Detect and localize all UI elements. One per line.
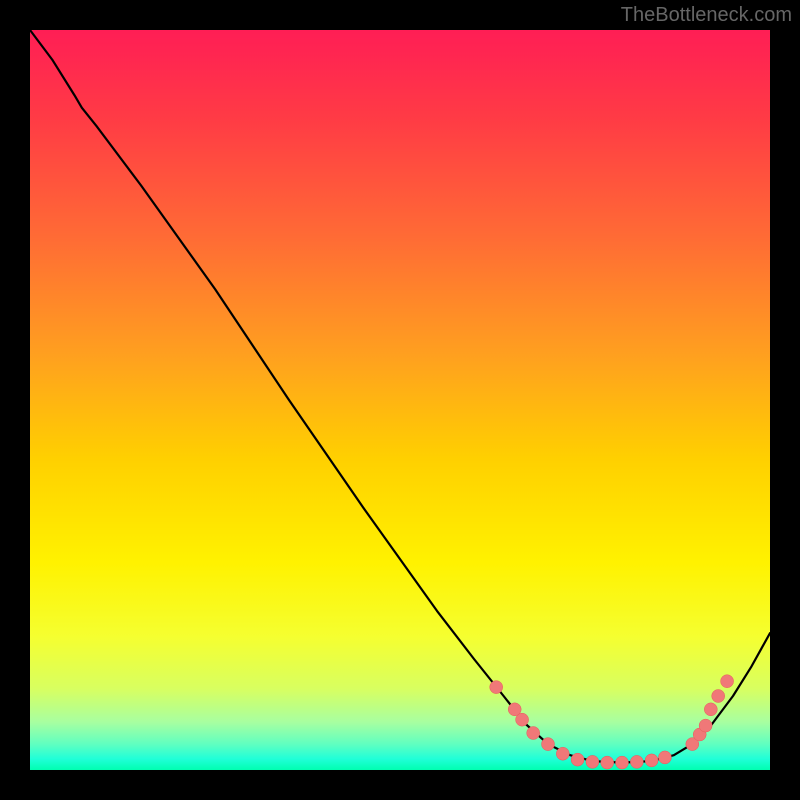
curve-marker [658, 751, 671, 764]
curve-marker [721, 675, 734, 688]
curve-marker [490, 681, 503, 694]
curve-marker [556, 747, 569, 760]
curve-marker [712, 690, 725, 703]
curve-marker [699, 719, 712, 732]
bottleneck-chart [0, 0, 800, 800]
curve-marker [527, 727, 540, 740]
curve-marker [542, 738, 555, 751]
curve-marker [601, 756, 614, 769]
curve-marker [516, 713, 529, 726]
chart-gradient-background [30, 30, 770, 770]
curve-marker [571, 753, 584, 766]
curve-marker [704, 703, 717, 716]
curve-marker [616, 756, 629, 769]
curve-marker [586, 755, 599, 768]
curve-marker [645, 754, 658, 767]
curve-marker [630, 755, 643, 768]
watermark-text: TheBottleneck.com [621, 4, 792, 27]
